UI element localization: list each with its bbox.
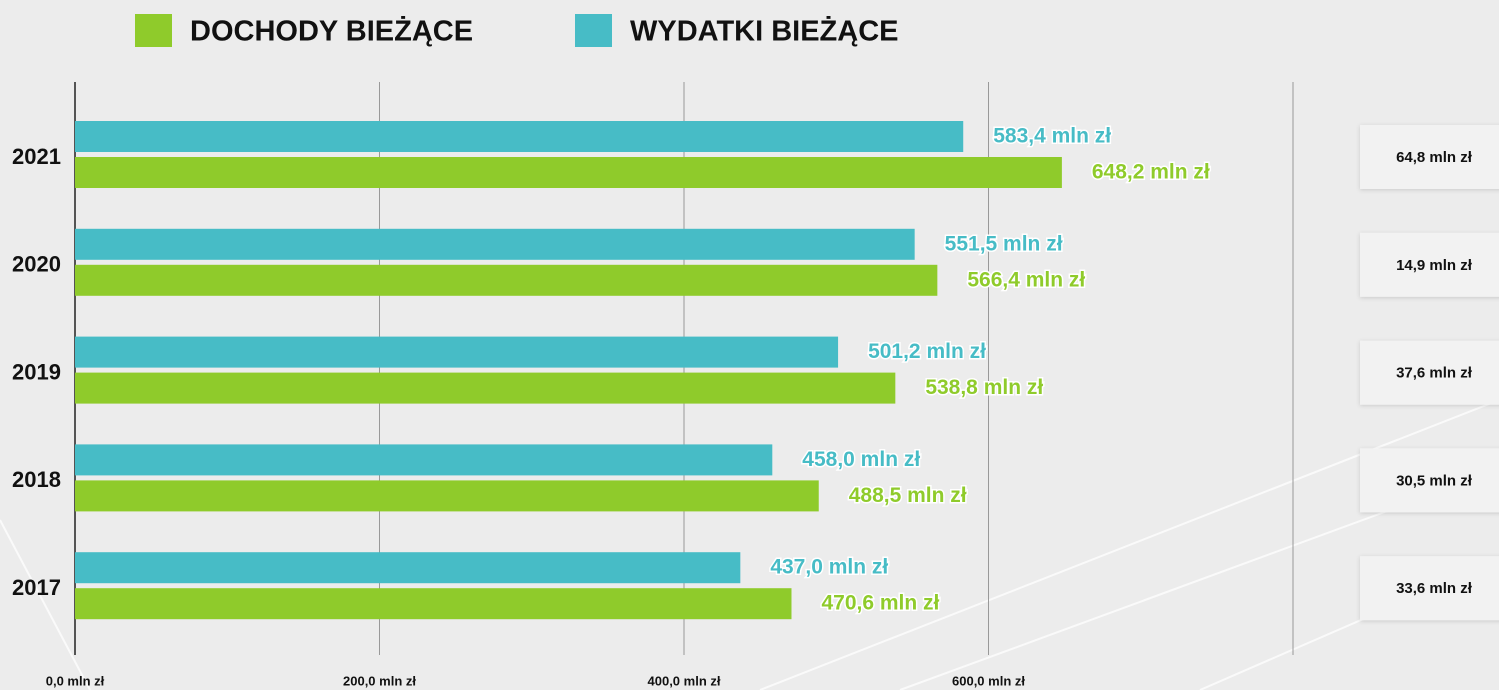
bar: [75, 336, 839, 368]
y-tick-label: 2021: [12, 144, 61, 169]
value-label: 566,4 mln zł: [967, 268, 1085, 291]
bar: [75, 157, 1062, 188]
balance-box: [1360, 556, 1499, 621]
value-label: 437,0 mln zł: [770, 556, 888, 579]
bar: [75, 228, 915, 260]
balance-label: 37,6 mln zł: [1396, 365, 1473, 382]
balance-box: [1360, 340, 1499, 405]
legend-swatch: [135, 14, 172, 47]
x-tick-label: 0,0 mln zł: [46, 673, 105, 688]
bar: [75, 552, 741, 584]
bar: [75, 121, 964, 152]
value-label: 583,4 mln zł: [993, 125, 1111, 148]
value-label: 648,2 mln zł: [1092, 161, 1210, 184]
value-label: 551,5 mln zł: [945, 232, 1063, 255]
legend-label: DOCHODY BIEŻĄCE: [190, 16, 473, 48]
balance-label: 14,9 mln zł: [1396, 257, 1473, 274]
bar: [75, 264, 938, 296]
balance-box: [1360, 448, 1499, 513]
value-label: 458,0 mln zł: [802, 448, 920, 471]
balance-box: [1360, 232, 1499, 297]
value-label: 470,6 mln zł: [821, 592, 939, 615]
y-tick-label: 2017: [12, 575, 61, 600]
y-tick-label: 2018: [12, 467, 61, 492]
bar: [75, 444, 773, 476]
value-label: 488,5 mln zł: [849, 484, 967, 507]
bar: [75, 588, 792, 620]
balance-label: 30,5 mln zł: [1396, 472, 1473, 489]
y-tick-label: 2019: [12, 359, 61, 384]
bar: [75, 372, 896, 404]
y-tick-label: 2020: [12, 252, 61, 277]
x-tick-label: 400,0 mln zł: [648, 673, 721, 688]
value-label: 501,2 mln zł: [868, 340, 986, 363]
bar: [75, 480, 819, 512]
balance-label: 64,8 mln zł: [1396, 149, 1473, 166]
legend-label: WYDATKI BIEŻĄCE: [630, 16, 899, 48]
x-tick-label: 600,0 mln zł: [952, 673, 1025, 688]
x-tick-label: 200,0 mln zł: [343, 673, 416, 688]
decor-lines: [0, 399, 1499, 690]
value-label: 538,8 mln zł: [925, 376, 1043, 399]
balance-box: [1360, 125, 1499, 189]
legend-swatch: [575, 14, 612, 47]
balance-label: 33,6 mln zł: [1396, 580, 1473, 597]
